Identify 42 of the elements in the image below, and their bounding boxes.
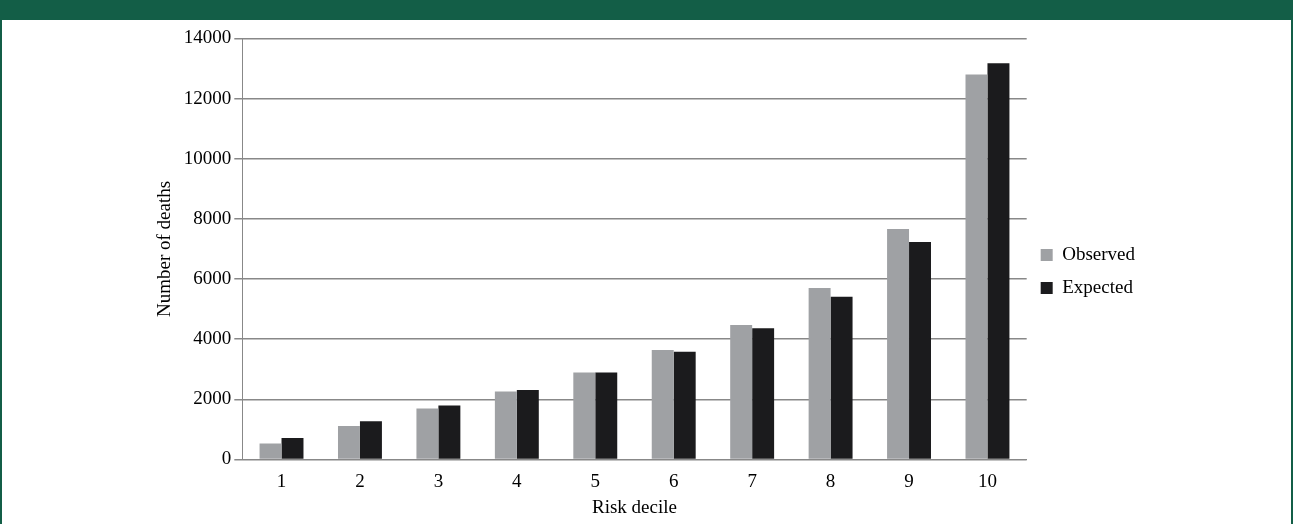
bar — [730, 324, 753, 459]
x-tick-label: 7 — [747, 469, 757, 491]
bar — [494, 391, 517, 459]
y-tick-label: 2000 — [193, 387, 232, 409]
bar — [359, 421, 382, 459]
x-tick-label: 1 — [276, 469, 287, 491]
x-axis-title: Risk decile — [592, 495, 677, 517]
x-tick-label: 10 — [977, 469, 997, 491]
y-tick-label: 14000 — [183, 26, 232, 48]
y-axis-title: Number of deaths — [153, 180, 175, 317]
x-tick-label: 2 — [355, 469, 365, 491]
bar — [808, 287, 831, 459]
bar — [887, 229, 910, 459]
bar — [338, 426, 360, 459]
bar — [965, 74, 988, 459]
bar — [416, 408, 439, 459]
y-tick-label: 6000 — [193, 266, 232, 288]
y-tick-label: 12000 — [183, 86, 232, 108]
bar — [516, 389, 539, 459]
bar — [595, 372, 618, 459]
bar — [752, 328, 775, 459]
x-tick-label: 9 — [904, 469, 914, 491]
bar — [987, 63, 1010, 459]
bar — [259, 443, 282, 459]
x-tick-label: 3 — [433, 469, 444, 491]
y-tick-label: 4000 — [193, 327, 232, 349]
bar — [830, 296, 853, 459]
bar — [573, 372, 596, 459]
y-tick-label: 0 — [221, 447, 232, 469]
y-tick-label: 8000 — [193, 206, 232, 228]
x-tick-label: 6 — [668, 469, 679, 491]
bar — [651, 349, 674, 459]
x-tick-label: 4 — [512, 469, 523, 491]
y-tick-label: 10000 — [183, 146, 232, 168]
bar — [673, 351, 696, 459]
legend-label: Observed — [1062, 242, 1136, 264]
x-tick-label: 8 — [825, 469, 836, 491]
legend-label: Expected — [1062, 275, 1134, 297]
x-tick-label: 5 — [590, 469, 601, 491]
bar — [438, 405, 461, 459]
bar — [281, 438, 304, 459]
bar — [909, 241, 931, 459]
